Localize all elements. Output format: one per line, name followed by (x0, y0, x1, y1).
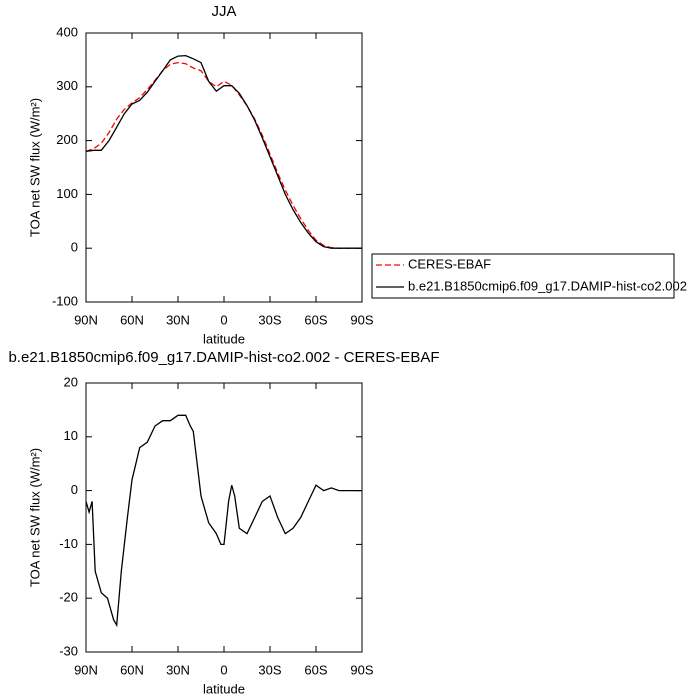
x-tick-label: 30N (166, 662, 190, 677)
y-tick-label: 0 (71, 240, 78, 255)
x-axis-label: latitude (203, 681, 245, 696)
chart-title: b.e21.B1850cmip6.f09_g17.DAMIP-hist-co2.… (8, 349, 439, 366)
x-tick-label: 60N (120, 312, 144, 327)
y-tick-label: -100 (52, 293, 78, 308)
x-tick-label: 90S (350, 312, 373, 327)
y-axis-label: TOA net SW flux (W/m²) (27, 98, 42, 237)
legend-label: CERES-EBAF (408, 256, 491, 271)
x-tick-label: 30N (166, 312, 190, 327)
data-line (85, 414, 362, 628)
x-tick-label: 90N (74, 312, 98, 327)
y-tick-label: -20 (59, 590, 78, 605)
legend-box (371, 253, 675, 299)
x-tick-label: 30S (258, 312, 281, 327)
x-tick-label: 60S (304, 662, 327, 677)
x-axis-label: latitude (203, 331, 245, 346)
x-tick-label: 90N (74, 662, 98, 677)
y-tick-label: -30 (59, 643, 78, 658)
y-tick-label: 200 (56, 132, 78, 147)
plot-frame (85, 32, 363, 303)
y-tick-label: 0 (71, 482, 78, 497)
y-tick-label: 400 (56, 24, 78, 39)
chart-title: JJA (211, 3, 236, 20)
x-tick-label: 60N (120, 662, 144, 677)
x-tick-label: 0 (220, 312, 227, 327)
x-tick-label: 60S (304, 312, 327, 327)
plot-frame (85, 382, 363, 653)
y-tick-label: 10 (64, 428, 78, 443)
data-line (85, 61, 362, 249)
data-line (85, 54, 362, 249)
legend-label: b.e21.B1850cmip6.f09_g17.DAMIP-hist-co2.… (408, 278, 687, 293)
y-tick-label: 20 (64, 374, 78, 389)
x-tick-label: 0 (220, 662, 227, 677)
y-axis-label: TOA net SW flux (W/m²) (27, 448, 42, 587)
x-tick-label: 30S (258, 662, 281, 677)
y-tick-label: -10 (59, 536, 78, 551)
x-tick-label: 90S (350, 662, 373, 677)
y-tick-label: 100 (56, 186, 78, 201)
y-tick-label: 300 (56, 78, 78, 93)
